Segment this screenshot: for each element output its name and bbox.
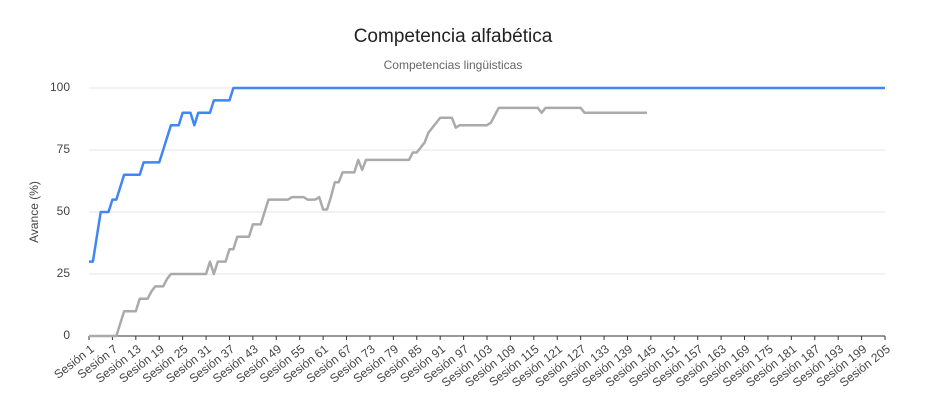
y-tick-label: 25 [57, 266, 71, 280]
y-tick-label: 75 [57, 142, 71, 156]
series-line [89, 86, 885, 263]
series-line [89, 106, 647, 338]
y-axis-label: Avance (%) [27, 181, 41, 243]
y-tick-label: 50 [57, 204, 71, 218]
y-tick-label: 0 [63, 328, 70, 342]
y-tick-label: 100 [50, 80, 70, 94]
chart-subtitle: Competencias lingüisticas [384, 58, 523, 72]
chart-title: Competencia alfabética [354, 26, 553, 47]
